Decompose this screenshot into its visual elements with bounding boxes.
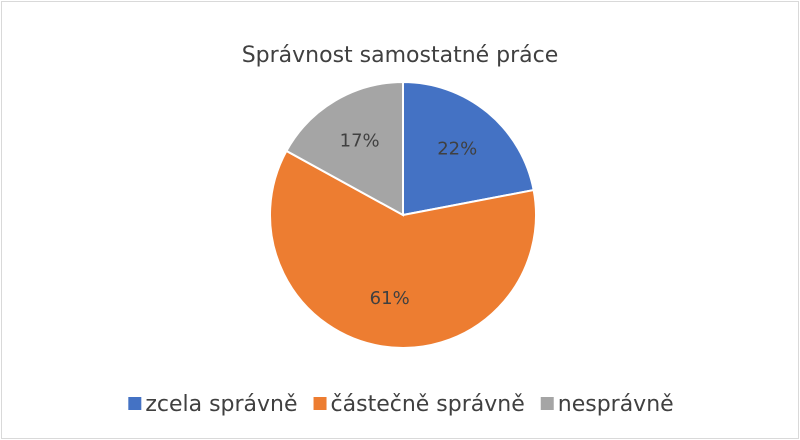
data-label: 61% — [370, 288, 410, 309]
legend-label: částečně správně — [331, 392, 525, 417]
pie-slice — [402, 80, 535, 217]
chart-title: Správnost samostatné práce — [242, 43, 559, 68]
legend-label: zcela správně — [145, 392, 297, 417]
legend-swatch — [128, 397, 142, 410]
pie-slice — [285, 80, 404, 217]
legend-swatch — [313, 397, 327, 410]
data-label: 22% — [437, 138, 477, 159]
legend-label: nesprávně — [558, 392, 674, 417]
legend-swatch — [540, 397, 554, 410]
data-label: 17% — [340, 131, 380, 152]
pie-slice — [269, 149, 537, 349]
